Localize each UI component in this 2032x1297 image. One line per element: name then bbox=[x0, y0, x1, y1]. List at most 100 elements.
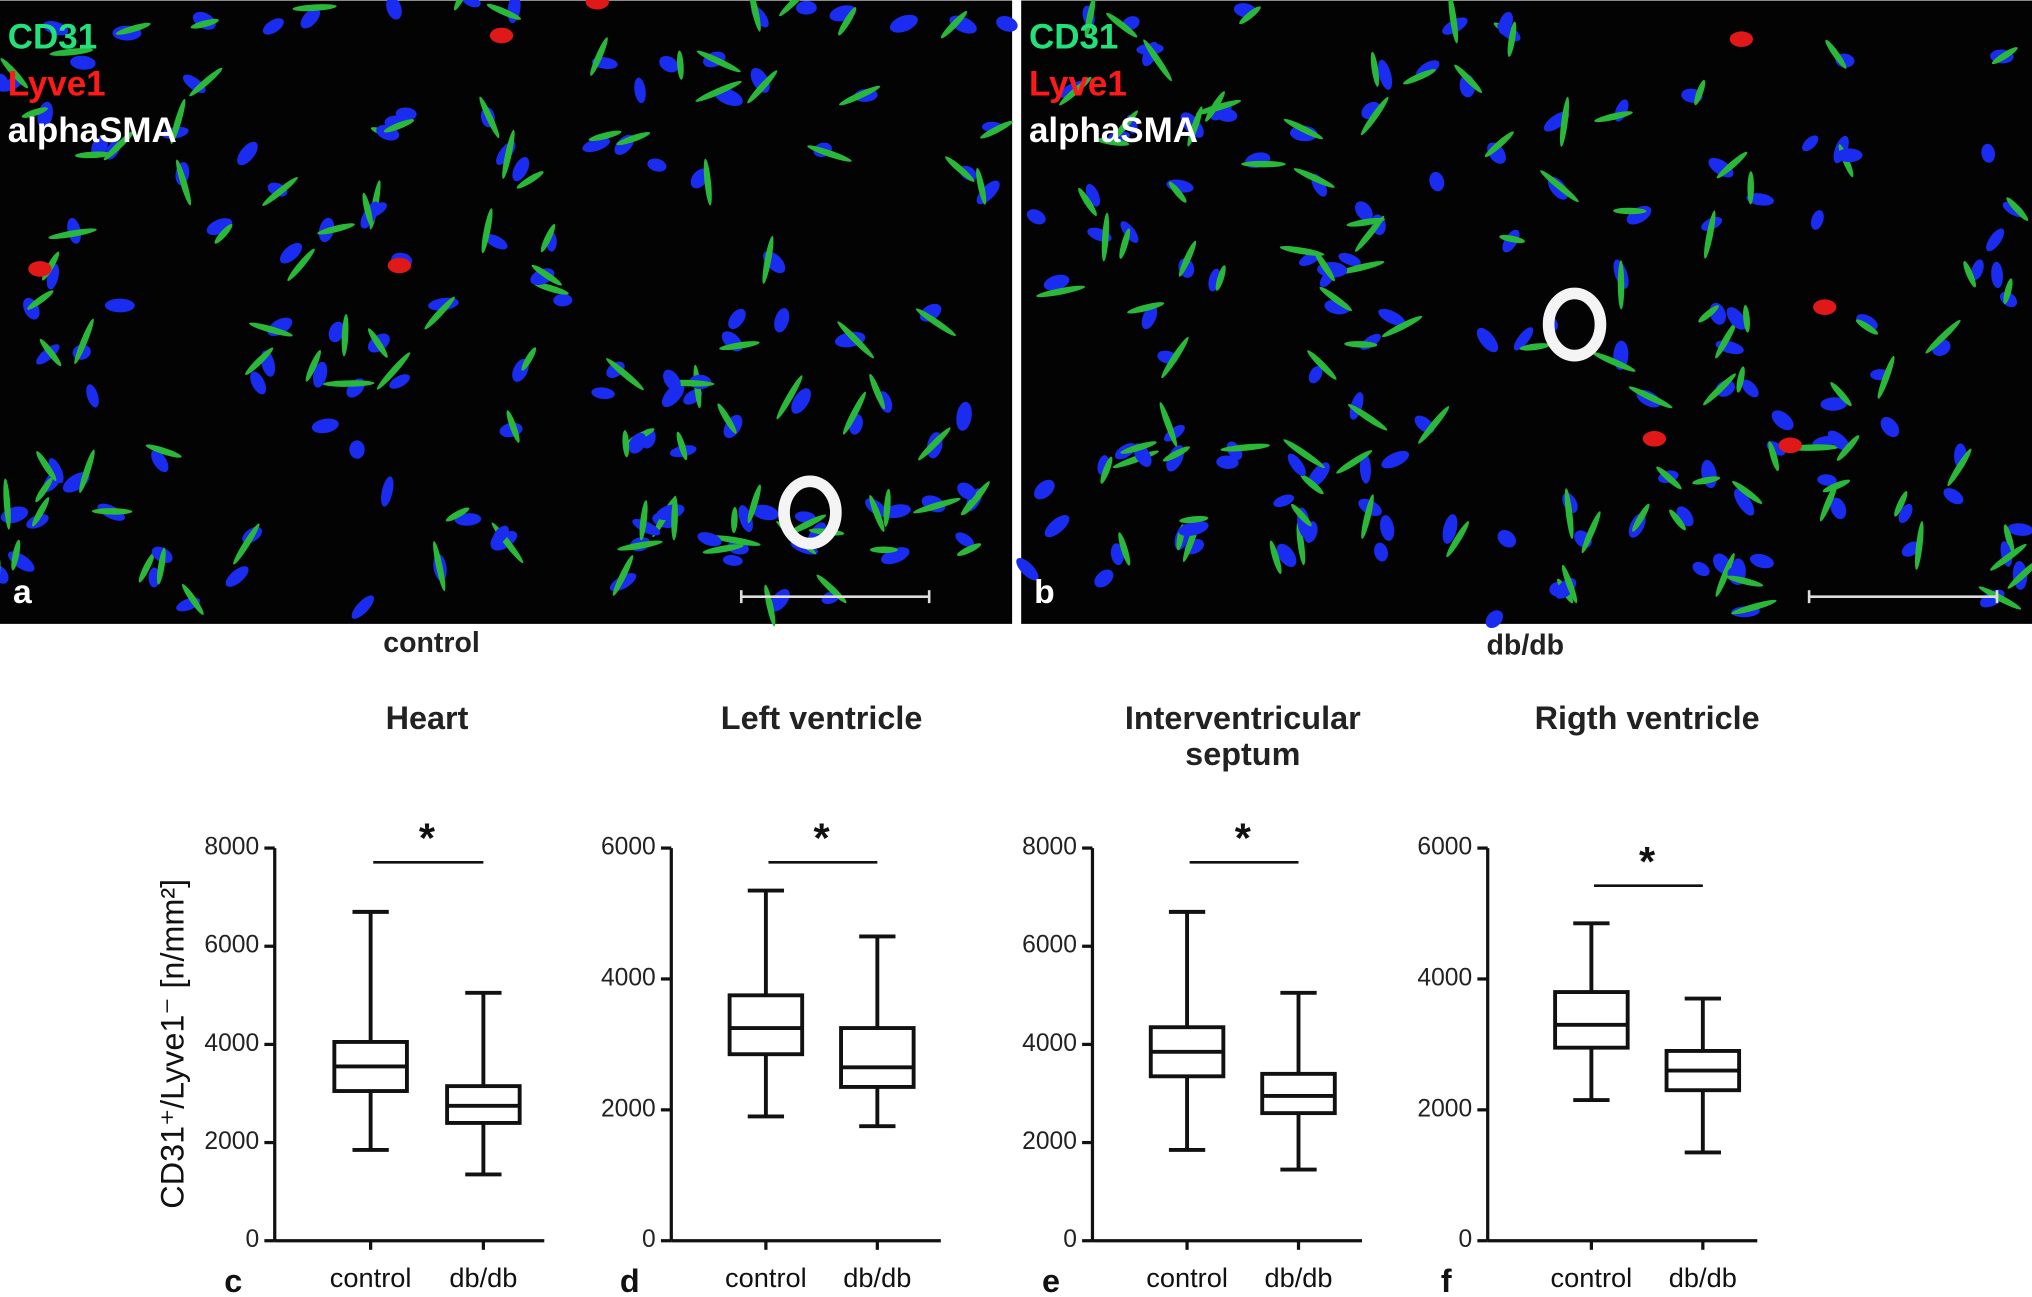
y-tick-label: 4000 bbox=[1022, 1030, 1077, 1057]
x-tick-label: control bbox=[330, 1262, 412, 1293]
vessel bbox=[695, 80, 742, 102]
stain-label: Lyve1 bbox=[8, 64, 106, 103]
x-tick-label: db/db bbox=[843, 1262, 911, 1293]
lymph-vessel bbox=[28, 261, 52, 277]
vessel bbox=[1168, 181, 1187, 203]
nucleus bbox=[1830, 497, 1847, 520]
vessel bbox=[1978, 586, 2022, 610]
vessel bbox=[317, 223, 355, 235]
box bbox=[1260, 1071, 1337, 1116]
significance-mark: * bbox=[814, 815, 831, 862]
vessel bbox=[0, 58, 29, 89]
nucleus bbox=[791, 388, 811, 414]
nucleus bbox=[1026, 209, 1046, 225]
vessel bbox=[49, 48, 94, 56]
image-background bbox=[1021, 0, 2032, 624]
vessel bbox=[671, 495, 678, 541]
vessel bbox=[1519, 343, 1550, 351]
chart-title: Heart bbox=[385, 700, 469, 737]
vessel bbox=[731, 507, 738, 534]
vessel bbox=[1036, 285, 1086, 298]
nucleus bbox=[697, 532, 722, 547]
vessel bbox=[383, 119, 415, 133]
vessel bbox=[913, 497, 961, 514]
vessel bbox=[1346, 217, 1386, 227]
vessel bbox=[1694, 79, 1706, 106]
vessel bbox=[1381, 315, 1423, 338]
nucleus bbox=[1359, 453, 1371, 484]
vessel bbox=[838, 7, 857, 36]
vessel bbox=[36, 451, 57, 482]
y-tick-label: 0 bbox=[1063, 1226, 1077, 1253]
vessel bbox=[1360, 96, 1389, 136]
vessel bbox=[1059, 76, 1092, 106]
x-tick-label: db/db bbox=[449, 1262, 517, 1293]
vessel bbox=[2003, 524, 2015, 553]
y-tick-label: 0 bbox=[245, 1226, 259, 1253]
vessel bbox=[617, 540, 663, 551]
vessel bbox=[1283, 118, 1324, 140]
nucleus bbox=[634, 77, 646, 104]
vessel bbox=[711, 535, 761, 546]
vessel bbox=[1768, 441, 1780, 472]
vessel bbox=[1096, 137, 1130, 146]
stain-label: alphaSMA bbox=[1029, 111, 1198, 150]
nucleus bbox=[351, 595, 374, 619]
vessel bbox=[2007, 558, 2032, 589]
vessel bbox=[1078, 187, 1097, 216]
vessel bbox=[676, 431, 688, 461]
vessel bbox=[138, 552, 155, 583]
nucleus bbox=[1043, 274, 1070, 291]
nucleus bbox=[1349, 392, 1364, 420]
vessel bbox=[341, 313, 349, 357]
y-tick-label: 2000 bbox=[204, 1128, 259, 1155]
vessel bbox=[531, 264, 562, 286]
vessel bbox=[1314, 250, 1335, 282]
stain-label: alphaSMA bbox=[8, 111, 177, 150]
vessel bbox=[1704, 210, 1716, 259]
vessel bbox=[1914, 520, 1924, 570]
vessel bbox=[764, 584, 776, 627]
vessel bbox=[1716, 151, 1748, 179]
vessel bbox=[1239, 6, 1261, 25]
vessel bbox=[516, 171, 544, 189]
nucleus bbox=[1734, 488, 1755, 516]
nucleus bbox=[957, 482, 977, 500]
nucleus bbox=[386, 0, 402, 20]
vessel bbox=[145, 444, 182, 458]
vessel bbox=[915, 308, 956, 337]
vessel bbox=[837, 321, 874, 359]
vessel bbox=[1731, 599, 1777, 615]
vessel bbox=[957, 543, 982, 556]
nucleus bbox=[311, 418, 339, 434]
lymph-vessel bbox=[489, 27, 514, 44]
nucleus bbox=[0, 565, 9, 584]
vessel bbox=[1361, 494, 1374, 539]
vessel bbox=[1454, 64, 1483, 94]
nucleus bbox=[1287, 453, 1306, 477]
vessel bbox=[1877, 355, 1895, 399]
vessel bbox=[1499, 234, 1525, 244]
vessel bbox=[1540, 170, 1579, 203]
nucleus bbox=[1273, 494, 1295, 508]
vessel bbox=[1319, 286, 1352, 312]
vessel bbox=[21, 107, 48, 118]
vessel bbox=[719, 341, 760, 351]
vessel bbox=[1100, 456, 1113, 484]
stain-label: CD31 bbox=[8, 18, 97, 57]
panel-letter: d bbox=[620, 1263, 640, 1297]
vessel bbox=[1632, 503, 1650, 532]
nucleus bbox=[1991, 261, 2004, 289]
nucleus bbox=[1749, 553, 1774, 569]
nucleus bbox=[225, 566, 249, 587]
vessel bbox=[1894, 491, 1908, 517]
vessel bbox=[35, 477, 53, 503]
vessel bbox=[869, 546, 898, 554]
vessel bbox=[1617, 260, 1625, 310]
vessel bbox=[842, 391, 866, 435]
nucleus bbox=[237, 141, 258, 166]
panel-caption: control bbox=[383, 627, 480, 659]
x-tick-label: control bbox=[1551, 1262, 1633, 1293]
vessel bbox=[918, 427, 951, 461]
